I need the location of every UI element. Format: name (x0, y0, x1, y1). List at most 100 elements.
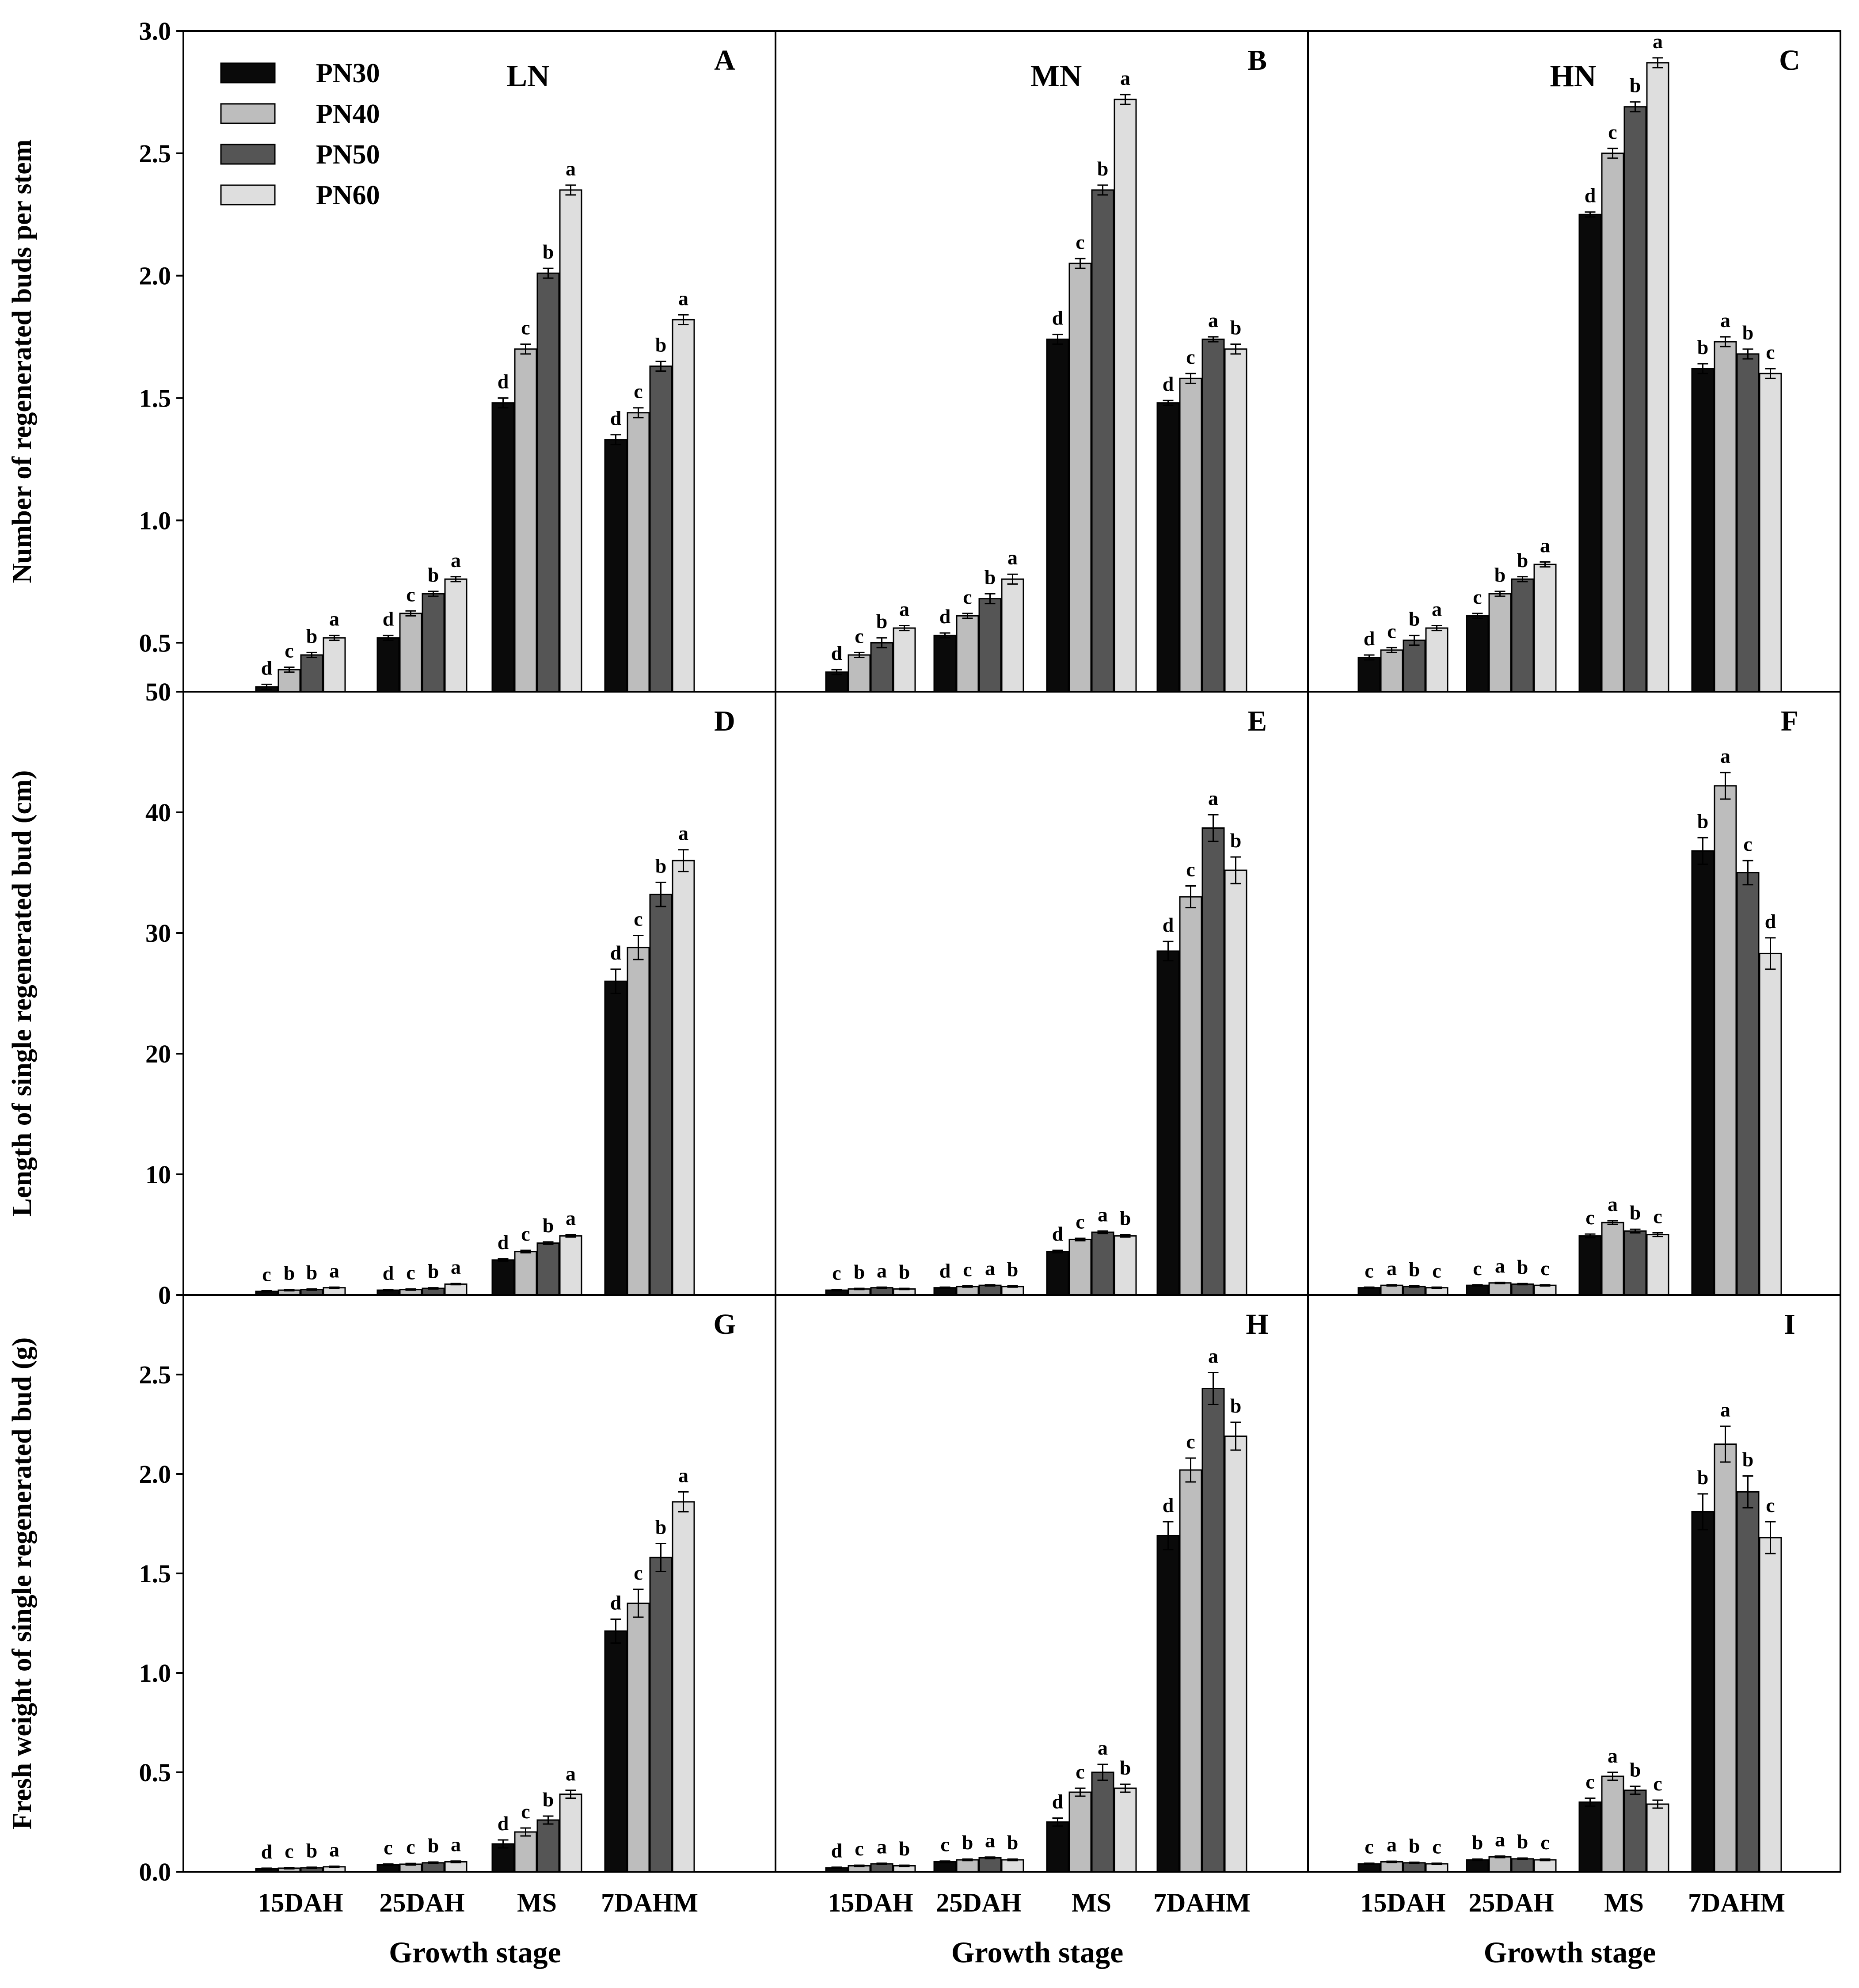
significance-letter: d (1364, 627, 1375, 650)
bar-pn30 (1578, 1235, 1602, 1296)
significance-letter: b (1120, 1756, 1131, 1779)
significance-letter: d (1163, 1494, 1174, 1516)
x-category-label: MS (1072, 1888, 1111, 1917)
bar-pn60 (1001, 1286, 1024, 1296)
bar-pn40 (1380, 649, 1403, 693)
significance-letter: d (261, 1840, 273, 1863)
significance-letter: c (1076, 231, 1084, 253)
x-category-label: MS (517, 1888, 557, 1917)
significance-letter: c (1365, 1836, 1373, 1858)
significance-letter: b (306, 1261, 318, 1283)
bar-pn50 (1091, 1771, 1114, 1873)
significance-letter: d (939, 605, 951, 628)
significance-letter: d (831, 642, 843, 664)
significance-letter: d (261, 656, 273, 679)
bar-pn30 (1156, 950, 1180, 1296)
significance-letter: a (1007, 546, 1018, 569)
bar-pn40 (956, 615, 979, 693)
significance-letter: a (899, 598, 909, 621)
significance-letter: c (1540, 1257, 1549, 1280)
bar-pn50 (536, 1242, 560, 1296)
significance-letter: a (1208, 1345, 1218, 1367)
significance-letter: d (610, 941, 622, 964)
significance-letter: b (1409, 1834, 1420, 1857)
significance-letter: a (451, 1833, 461, 1856)
x-axis-title: Growth stage (951, 1935, 1124, 1969)
bar-pn40 (1488, 593, 1512, 693)
significance-letter: c (855, 1837, 863, 1860)
significance-letter: b (1697, 336, 1709, 358)
bar-pn50 (978, 1857, 1002, 1873)
bar-pn60 (893, 627, 916, 693)
significance-letter: a (678, 1464, 688, 1487)
bar-pn30 (1466, 615, 1489, 693)
significance-letter: a (566, 1763, 576, 1785)
significance-letter: a (329, 608, 339, 630)
significance-letter: d (383, 1262, 394, 1284)
significance-letter: a (1608, 1193, 1618, 1215)
bar-pn40 (514, 348, 537, 693)
bar-pn50 (1623, 1790, 1647, 1873)
nitrogen-label: MN (1030, 59, 1082, 93)
bar-pn50 (1091, 189, 1114, 693)
significance-letter: c (634, 1561, 642, 1584)
bar-pn30 (491, 402, 515, 693)
significance-letter: c (832, 1262, 841, 1284)
significance-letter: a (678, 822, 688, 845)
bar-pn30 (376, 637, 400, 693)
bar-pn40 (848, 654, 871, 693)
bar-pn60 (1224, 1436, 1247, 1873)
significance-letter: c (1653, 1772, 1662, 1795)
bar-pn40 (1068, 1791, 1092, 1873)
x-category-label: 7DAHM (601, 1888, 698, 1917)
significance-letter: d (1052, 307, 1064, 329)
significance-letter: c (634, 907, 642, 930)
bar-pn60 (444, 1283, 468, 1296)
y-tick-label: 0.5 (139, 628, 171, 657)
bar-pn60 (1001, 578, 1024, 693)
significance-letter: c (1608, 121, 1617, 143)
significance-letter: c (1766, 341, 1775, 363)
significance-letter: a (451, 1256, 461, 1278)
bar-pn60 (672, 860, 695, 1296)
significance-letter: d (1585, 184, 1596, 207)
bar-pn50 (1623, 1230, 1647, 1296)
significance-letter: a (1720, 1398, 1730, 1421)
significance-letter: c (940, 1833, 949, 1856)
bar-pn40 (956, 1286, 979, 1296)
legend-label: PN50 (316, 140, 380, 170)
panel-letter: E (1247, 705, 1267, 737)
bar-pn50 (1403, 1862, 1426, 1873)
significance-letter: c (285, 640, 293, 662)
significance-letter: a (985, 1829, 995, 1852)
significance-letter: c (285, 1840, 293, 1862)
bar-pn50 (978, 598, 1002, 693)
y-tick-label: 10 (145, 1160, 171, 1189)
y-tick-label: 1.0 (139, 1659, 171, 1687)
x-category-label: MS (1604, 1888, 1644, 1917)
significance-letter: c (1743, 833, 1752, 855)
y-tick-label: 1.0 (139, 506, 171, 535)
x-category-label: 25DAH (1468, 1888, 1554, 1917)
bar-pn40 (1380, 1284, 1403, 1296)
significance-letter: b (1697, 1466, 1709, 1489)
significance-letter: b (899, 1261, 910, 1283)
y-tick-label: 1.5 (139, 384, 171, 413)
bar-pn60 (1533, 1284, 1557, 1296)
bar-pn30 (1357, 656, 1381, 693)
bar-pn40 (1380, 1861, 1403, 1873)
significance-letter: b (543, 240, 554, 263)
significance-letter: c (1473, 586, 1482, 608)
bar-pn60 (559, 1235, 582, 1296)
panel-frame (1307, 1294, 1841, 1873)
bar-pn60 (1759, 952, 1782, 1296)
significance-letter: b (428, 564, 439, 586)
significance-letter: b (1120, 1207, 1131, 1230)
bar-pn30 (825, 671, 848, 693)
significance-letter: d (1163, 373, 1174, 395)
